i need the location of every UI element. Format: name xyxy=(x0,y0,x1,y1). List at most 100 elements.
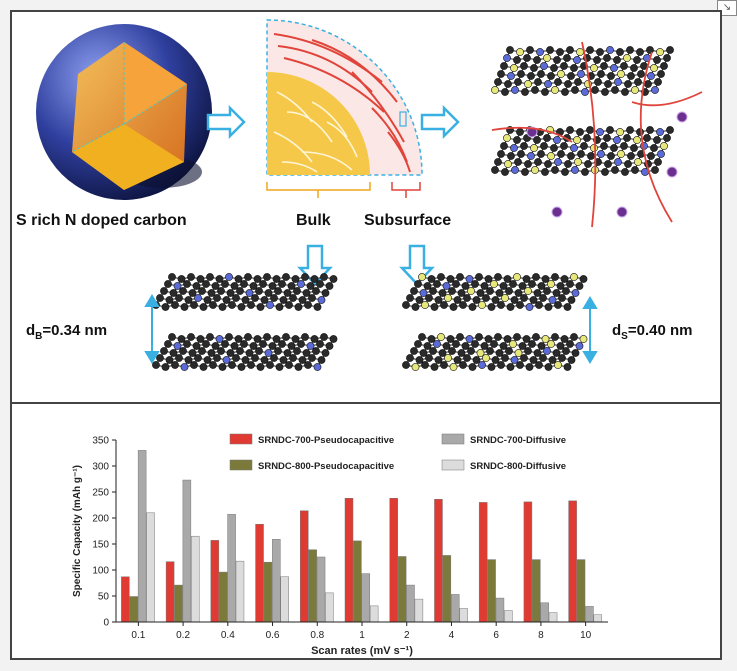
sulfur-atom xyxy=(524,80,532,88)
carbon-atom xyxy=(495,349,504,357)
y-tick-label: 100 xyxy=(92,566,109,577)
carbon-atom xyxy=(226,289,235,297)
sulfur-atom xyxy=(478,301,486,309)
y-axis-label: Specific Capacity (mAh g⁻¹) xyxy=(72,465,83,597)
subsurface-spacing-symbol: d xyxy=(612,322,622,339)
carbon-atom xyxy=(537,342,546,350)
carbon-atom xyxy=(520,354,528,362)
carbon-atom xyxy=(234,275,243,283)
bar xyxy=(165,561,175,623)
bar xyxy=(593,614,603,623)
carbon-atom xyxy=(561,168,569,176)
sulfur-atom xyxy=(634,158,642,166)
figure-frame: S rich N doped carbon Bulk Subsurface dB… xyxy=(10,10,722,660)
carbon-atom xyxy=(165,356,174,364)
ion-particle xyxy=(616,206,628,218)
x-tick-label: 1 xyxy=(359,630,365,641)
carbon-atom xyxy=(657,70,665,78)
carbon-atom xyxy=(179,287,187,295)
sulfur-atom xyxy=(616,128,624,136)
sulfur-atom xyxy=(590,64,598,72)
bar xyxy=(280,576,289,623)
bar xyxy=(369,605,379,623)
carbon-atom xyxy=(497,361,505,369)
bar xyxy=(487,559,496,623)
carbon-atom xyxy=(433,280,441,288)
carbon-atom xyxy=(533,349,542,357)
nitrogen-atom xyxy=(465,275,474,283)
carbon-atom xyxy=(442,342,451,350)
carbon-atom xyxy=(270,294,278,302)
carbon-atom xyxy=(434,356,443,364)
nitrogen-atom xyxy=(647,72,655,80)
nitrogen-atom xyxy=(581,88,589,96)
bar xyxy=(308,549,317,623)
carbon-atom xyxy=(643,134,651,142)
carbon-atom xyxy=(535,301,543,309)
carbon-atom xyxy=(516,128,524,136)
bar xyxy=(218,571,228,623)
carbon-atom xyxy=(449,303,458,311)
bar xyxy=(235,560,245,623)
carbon-atom xyxy=(494,273,502,281)
carbon-atom xyxy=(304,361,312,369)
carbon-atom xyxy=(448,347,456,355)
subsurface-spacing-value: =0.40 nm xyxy=(627,322,693,339)
carbon-atom xyxy=(266,361,274,369)
carbon-atom xyxy=(456,273,464,281)
nitrogen-atom xyxy=(222,356,231,364)
sphere-illustration xyxy=(36,24,212,200)
carbon-atom xyxy=(490,340,498,348)
sulfur-atom xyxy=(503,134,511,142)
carbon-atom xyxy=(263,273,271,281)
carbon-atom xyxy=(241,296,250,304)
carbon-atom xyxy=(209,361,217,369)
carbon-atom xyxy=(521,88,529,96)
carbon-atom xyxy=(302,349,311,357)
sulfur-atom xyxy=(623,54,631,62)
carbon-atom xyxy=(646,126,654,134)
carbon-atom xyxy=(526,46,534,54)
carbon-atom xyxy=(620,62,628,70)
carbon-atom xyxy=(285,361,293,369)
nitrogen-atom xyxy=(596,128,604,136)
carbon-atom xyxy=(329,335,338,343)
x-tick-label: 6 xyxy=(493,630,499,641)
carbon-atom xyxy=(540,142,548,150)
carbon-atom xyxy=(240,280,248,288)
carbon-atom xyxy=(552,289,561,297)
carbon-atom xyxy=(289,294,297,302)
bar xyxy=(532,559,541,623)
carbon-atom xyxy=(406,294,414,302)
carbon-atom xyxy=(494,78,502,86)
nitrogen-atom xyxy=(571,166,579,174)
carbon-atom xyxy=(165,296,174,304)
carbon-atom xyxy=(168,273,176,281)
carbon-atom xyxy=(291,335,300,343)
bar xyxy=(300,510,309,623)
carbon-atom xyxy=(603,54,611,62)
carbon-atom xyxy=(610,144,618,152)
carbon-atom xyxy=(468,363,477,371)
nitrogen-atom xyxy=(570,144,578,152)
carbon-atom xyxy=(484,275,493,283)
carbon-atom xyxy=(524,160,532,168)
carbon-atom xyxy=(587,152,595,160)
sulfur-atom xyxy=(650,64,658,72)
carbon-atom xyxy=(423,342,432,350)
carbon-atom xyxy=(527,72,535,80)
carbon-atom xyxy=(514,158,522,166)
carbon-atom xyxy=(550,64,558,72)
carbon-atom xyxy=(564,160,572,168)
nitrogen-atom xyxy=(194,294,202,302)
sulfur-atom xyxy=(501,294,509,302)
carbon-atom xyxy=(534,78,542,86)
x-tick-label: 10 xyxy=(580,630,592,641)
bar xyxy=(137,450,147,623)
carbon-atom xyxy=(510,296,519,304)
carbon-atom xyxy=(529,296,538,304)
bar xyxy=(397,556,407,623)
sulfur-atom xyxy=(570,273,578,281)
y-tick-label: 300 xyxy=(92,462,109,473)
arrow-right-icon xyxy=(206,104,246,140)
